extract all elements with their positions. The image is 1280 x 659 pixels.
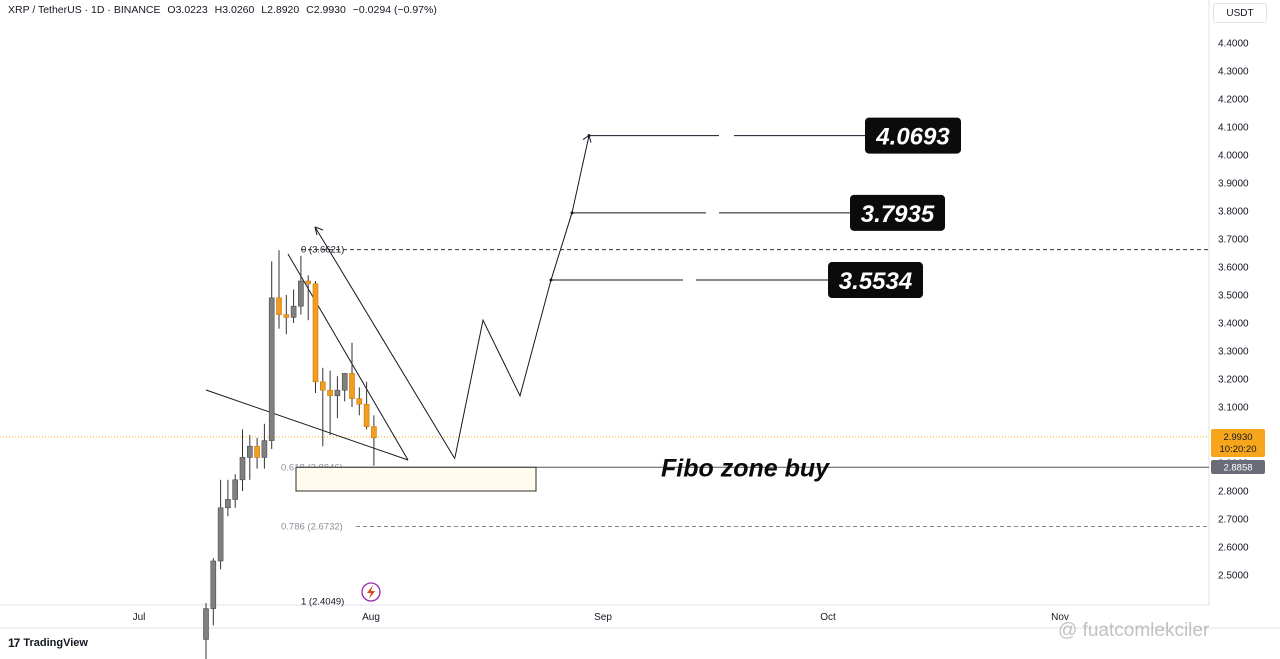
candle[interactable] <box>305 275 312 321</box>
target-levels[interactable]: 4.0693 3.7935 3.5534 <box>549 117 962 299</box>
target-label-box: 4.0693 <box>865 117 961 154</box>
price-tick-label: 3.5000 <box>1218 291 1249 302</box>
time-tick-label: Jul <box>133 612 146 623</box>
price-tick-label: 2.5000 <box>1218 571 1249 582</box>
price-tick-label: 3.2000 <box>1218 375 1249 386</box>
ohlc-high: H3.0260 <box>214 4 255 16</box>
fib-retracement[interactable]: 0 (3.6621) 0.618 (2.8846) 0.786 (2.6732)… <box>281 245 1209 608</box>
target-value: 3.5534 <box>839 268 912 295</box>
ohlc-low: L2.8920 <box>261 4 300 16</box>
current-price-tag: 2.9930 10:20:20 <box>1211 428 1265 457</box>
tradingview-logo-text: TradingView <box>23 637 88 649</box>
target-label-box: 3.7935 <box>850 194 945 231</box>
breakout-channel-line[interactable] <box>314 226 456 460</box>
ohlc-open: O3.0223 <box>167 4 208 16</box>
candle[interactable] <box>298 255 304 315</box>
time-tick-label: Oct <box>820 612 836 623</box>
target-level[interactable]: 4.0693 <box>587 117 962 154</box>
wedge-upper-trendline[interactable] <box>287 253 409 461</box>
price-tick-label: 2.8000 <box>1218 487 1249 498</box>
zone-price-value: 2.8858 <box>1223 462 1252 473</box>
tradingview-logo[interactable]: 17 TradingView <box>8 636 88 650</box>
price-axis[interactable]: 4.4000 4.3000 4.2000 4.1000 4.0000 3.9000 3.80… <box>1218 39 1249 582</box>
candle[interactable] <box>327 370 333 435</box>
candle[interactable] <box>239 429 246 491</box>
candle[interactable] <box>261 423 268 469</box>
candle[interactable] <box>356 387 363 416</box>
target-value: 3.7935 <box>861 201 935 228</box>
fib-level-1-label: 1 (2.4049) <box>301 597 344 608</box>
price-tick-label: 3.7000 <box>1218 235 1249 246</box>
candle[interactable] <box>254 437 260 469</box>
price-tick-label: 3.8000 <box>1218 207 1249 218</box>
price-tick-label: 2.6000 <box>1218 543 1249 554</box>
price-tick-label: 4.0000 <box>1218 151 1249 162</box>
candle[interactable] <box>334 376 341 419</box>
price-tick-label: 3.3000 <box>1218 347 1249 358</box>
candle[interactable] <box>268 261 275 449</box>
candle[interactable] <box>203 603 209 659</box>
time-tick-label: Sep <box>594 612 612 623</box>
candle[interactable] <box>290 289 297 323</box>
symbol-header: XRP / TetherUS · 1D · BINANCE O3.0223 H3… <box>8 4 441 16</box>
target-label-box: 3.5534 <box>828 262 923 299</box>
price-tick-label: 4.3000 <box>1218 67 1249 78</box>
author-watermark: @ fuatcomlekciler <box>1058 620 1210 641</box>
target-level[interactable]: 3.5534 <box>549 262 924 299</box>
candle[interactable] <box>225 479 231 517</box>
candle[interactable] <box>363 381 370 430</box>
candle[interactable] <box>283 295 290 335</box>
price-tick-label: 3.4000 <box>1218 319 1249 330</box>
tradingview-mark-icon: 17 <box>8 636 20 650</box>
arrow-head-icon <box>314 226 324 236</box>
candle[interactable] <box>319 367 326 447</box>
price-tick-label: 3.9000 <box>1218 179 1249 190</box>
price-tick-label: 3.1000 <box>1218 403 1249 414</box>
price-tick-label: 2.7000 <box>1218 515 1249 526</box>
target-level[interactable]: 3.7935 <box>570 194 946 231</box>
price-tick-label: 3.6000 <box>1218 263 1249 274</box>
time-tick-label: Aug <box>362 612 380 623</box>
fib-level-0-label: 0 (3.6621) <box>301 245 344 256</box>
price-tick-label: 4.4000 <box>1218 39 1249 50</box>
candle[interactable] <box>341 373 348 402</box>
symbol-name[interactable]: XRP / TetherUS · 1D · BINANCE <box>8 4 161 16</box>
time-axis[interactable]: Jul Aug Sep Oct Nov <box>133 612 1069 623</box>
candle[interactable] <box>276 250 282 329</box>
current-price-value: 2.9930 <box>1223 432 1252 443</box>
buy-zone-box[interactable] <box>295 466 537 492</box>
candle[interactable] <box>217 479 224 570</box>
candle[interactable] <box>232 474 238 508</box>
target-value: 4.0693 <box>875 124 950 151</box>
candle[interactable] <box>349 342 355 407</box>
currency-unit-button[interactable]: USDT <box>1213 3 1267 23</box>
lightning-icon[interactable] <box>361 582 381 602</box>
candlesticks[interactable] <box>203 250 377 659</box>
price-tick-label: 4.2000 <box>1218 95 1249 106</box>
time-tick-label: Nov <box>1051 612 1069 623</box>
fibo-zone-buy-label: Fibo zone buy <box>661 454 830 482</box>
candle[interactable] <box>247 435 253 480</box>
price-change: −0.0294 (−0.97%) <box>352 4 437 16</box>
wedge-lower-trendline[interactable] <box>205 389 409 461</box>
current-price-countdown: 10:20:20 <box>1220 444 1257 455</box>
ohlc-close: C2.9930 <box>306 4 346 16</box>
zone-price-tag: 2.8858 <box>1211 459 1265 474</box>
candle[interactable] <box>210 558 217 626</box>
projection-path[interactable] <box>454 135 590 458</box>
candle[interactable] <box>312 281 319 393</box>
price-tick-label: 4.1000 <box>1218 123 1249 134</box>
fib-level-786-label: 0.786 (2.6732) <box>281 522 343 533</box>
candle[interactable] <box>371 415 377 466</box>
